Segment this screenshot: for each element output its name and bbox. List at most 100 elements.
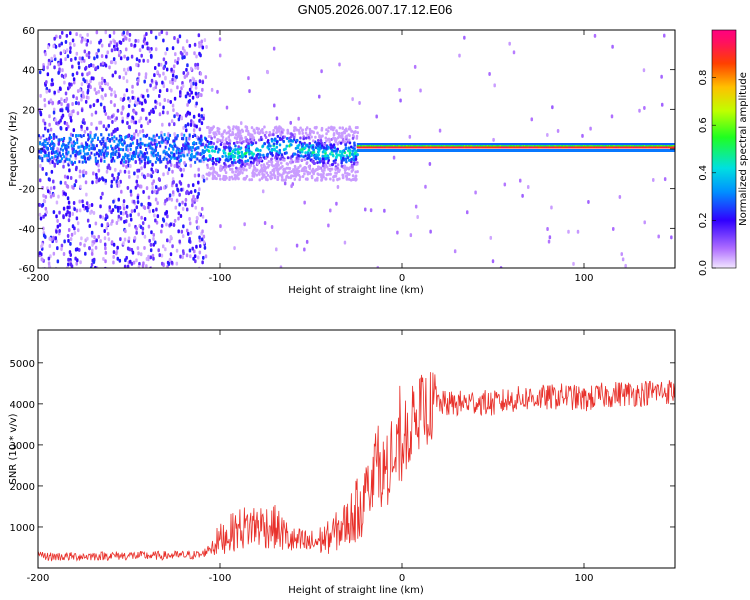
heatmap-cell (623, 146, 626, 149)
heatmap-cell (540, 143, 543, 147)
heatmap-cell (123, 169, 127, 174)
heatmap-cell (133, 235, 137, 240)
heatmap-cell (522, 145, 525, 148)
heatmap-cell (52, 251, 56, 256)
heatmap-cell (171, 81, 175, 86)
heatmap-cell (60, 115, 64, 120)
heatmap-cell (338, 62, 341, 67)
heatmap-cell (458, 149, 461, 152)
heatmap-cell (420, 146, 423, 149)
heatmap-cell (438, 146, 441, 149)
heatmap-cell (168, 257, 172, 262)
heatmap-cell (400, 149, 403, 152)
heatmap-cell (222, 165, 225, 169)
heatmap-cell (483, 145, 486, 148)
heatmap-cell (140, 151, 143, 155)
heatmap-cell (321, 157, 325, 161)
heatmap-cell (124, 159, 128, 164)
heatmap-cell (387, 143, 390, 147)
heatmap-cell (325, 139, 328, 143)
heatmap-cell (111, 152, 114, 156)
heatmap-cell (230, 167, 234, 171)
heatmap-cell (325, 146, 328, 150)
heatmap-cell (149, 83, 152, 88)
heatmap-cell (80, 97, 83, 102)
heatmap-cell (165, 157, 168, 161)
heatmap-cell (341, 156, 345, 160)
heatmap-cell (224, 171, 228, 175)
heatmap-cell (166, 98, 170, 103)
heatmap-cell (383, 145, 386, 148)
heatmap-cell (480, 146, 483, 149)
heatmap-cell (90, 230, 94, 235)
heatmap-cell (123, 219, 126, 224)
heatmap-cell (276, 172, 280, 176)
heatmap-cell (185, 39, 189, 44)
heatmap-cell (406, 149, 409, 152)
heatmap-cell (216, 89, 219, 94)
heatmap-cell (475, 146, 478, 149)
heatmap-cell (626, 145, 629, 148)
heatmap-cell (425, 149, 428, 152)
heatmap-cell (56, 160, 59, 164)
heatmap-cell (359, 149, 362, 152)
heatmap-cell (334, 174, 338, 178)
heatmap-cell (551, 146, 554, 149)
heatmap-cell (164, 145, 167, 149)
heatmap-cell (222, 149, 225, 153)
heatmap-cell (455, 149, 458, 152)
heatmap-cell (202, 158, 205, 162)
heatmap-cell (256, 162, 260, 166)
heatmap-cell (298, 140, 302, 144)
chart-title: GN05.2026.007.17.12.E06 (297, 2, 453, 17)
heatmap-cell (201, 156, 204, 160)
heatmap-cell (557, 149, 560, 152)
heatmap-cell (509, 145, 512, 148)
heatmap-cell (149, 53, 153, 58)
heatmap-cell (599, 145, 602, 148)
heatmap-cell (175, 75, 178, 80)
heatmap-cell (597, 145, 600, 148)
heatmap-cell (213, 176, 217, 180)
heatmap-cell (469, 146, 472, 149)
heatmap-cell (302, 137, 305, 141)
heatmap-cell (526, 143, 529, 147)
heatmap-cell (62, 142, 65, 146)
heatmap-cell (145, 155, 148, 159)
heatmap-cell (299, 136, 302, 140)
heatmap-cell (202, 151, 205, 155)
heatmap-cell (636, 149, 639, 152)
heatmap-cell (633, 145, 636, 148)
heatmap-cell (632, 149, 635, 152)
heatmap-cell (228, 139, 232, 143)
heatmap-cell (581, 133, 584, 138)
heatmap-cell (102, 140, 105, 144)
heatmap-cell (516, 149, 519, 152)
heatmap-cell (198, 41, 201, 46)
heatmap-cell (673, 143, 675, 147)
heatmap-cell (289, 138, 293, 142)
heatmap-cell (361, 149, 364, 152)
heatmap-cell (380, 149, 383, 152)
heatmap-cell (492, 146, 495, 149)
heatmap-cell (531, 146, 534, 149)
heatmap-cell (662, 145, 665, 148)
heatmap-cell (347, 146, 351, 150)
heatmap-cell (173, 36, 176, 41)
heatmap-cell (490, 143, 493, 147)
heatmap-cell (126, 185, 130, 190)
heatmap-cell (311, 151, 314, 155)
heatmap-cell (463, 149, 466, 152)
heatmap-cell (656, 143, 659, 147)
heatmap-cell (85, 192, 88, 197)
heatmap-cell (48, 236, 52, 241)
heatmap-cell (179, 254, 182, 259)
heatmap-cell (139, 137, 142, 141)
heatmap-cell (191, 145, 194, 149)
heatmap-cell (335, 171, 338, 175)
heatmap-cell (657, 143, 660, 147)
heatmap-cell (62, 215, 65, 220)
heatmap-cell (537, 149, 540, 152)
heatmap-cell (614, 145, 617, 148)
heatmap-cell (528, 145, 531, 148)
